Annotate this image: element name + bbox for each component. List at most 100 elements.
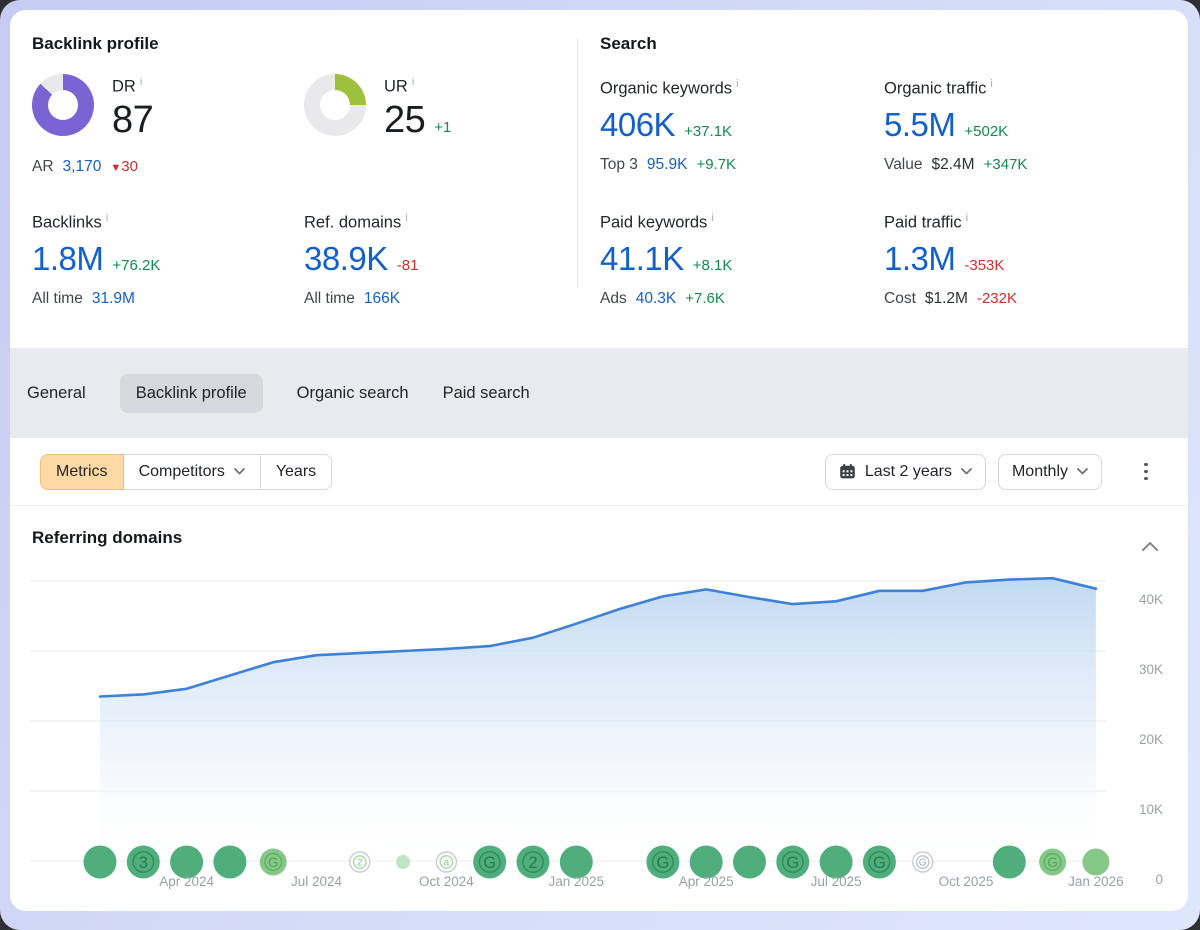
svg-text:G: G xyxy=(483,854,496,872)
date-range-button[interactable]: Last 2 years xyxy=(824,453,986,490)
svg-text:G: G xyxy=(919,858,927,869)
paid-keywords-delta: +8.1K xyxy=(692,256,733,274)
ur-label: UR xyxy=(384,77,408,96)
info-icon[interactable]: i xyxy=(965,212,969,224)
section-divider xyxy=(577,38,578,288)
paid-keywords-label: Paid keywords xyxy=(600,213,708,232)
svg-text:Jul 2024: Jul 2024 xyxy=(291,874,343,889)
ref-domains-value[interactable]: 38.9K xyxy=(304,239,388,277)
ur-delta: +1 xyxy=(434,118,452,136)
stats-section: Backlink profile Search DR i 87 AR 3,170 … xyxy=(10,10,1188,348)
svg-text:30K: 30K xyxy=(1139,662,1163,677)
value-amount: $2.4M xyxy=(931,155,975,173)
segment-years[interactable]: Years xyxy=(259,453,333,490)
backlinks-delta: +76.2K xyxy=(112,256,161,274)
domain-overview-card: Backlink profile Search DR i 87 AR 3,170 … xyxy=(10,10,1188,911)
cost-label: Cost xyxy=(884,289,916,307)
backlink-profile-title: Backlink profile xyxy=(32,34,159,53)
right-controls: Last 2 years Monthly xyxy=(824,453,1158,490)
organic-traffic-value[interactable]: 5.5M xyxy=(884,105,956,143)
info-icon[interactable]: i xyxy=(990,78,993,90)
granularity-label: Monthly xyxy=(1011,462,1068,480)
tab-backlink-profile[interactable]: Backlink profile xyxy=(119,373,263,413)
svg-text:Apr 2025: Apr 2025 xyxy=(679,874,734,889)
cost-amount: $1.2M xyxy=(924,289,968,307)
stat-paid-keywords: Paid keywords i 41.1K +8.1K Ads 40.3K +7.6K xyxy=(600,212,862,308)
referring-domains-chart[interactable]: 40K 30K 20K 10K 0 3 G 2 a G 2 G G G G G Apr 2024 Jul 2024… xyxy=(30,554,1170,894)
svg-text:0: 0 xyxy=(1155,872,1163,887)
view-segmented-control: Metrics Competitors Years xyxy=(40,453,333,490)
organic-keywords-delta: +37.1K xyxy=(684,122,733,140)
ads-label: Ads xyxy=(600,289,627,307)
svg-text:a: a xyxy=(444,858,450,869)
stat-url-rating: UR i 25 +1 xyxy=(304,74,566,142)
tab-paid-search[interactable]: Paid search xyxy=(442,383,530,402)
svg-text:G: G xyxy=(268,855,279,870)
chevron-down-icon xyxy=(233,468,245,475)
top3-label: Top 3 xyxy=(600,155,638,173)
chart-controls-row: Metrics Competitors Years Last 2 years M… xyxy=(10,438,1188,506)
stat-backlinks: Backlinks i 1.8M +76.2K All time 31.9M xyxy=(32,212,294,308)
svg-text:Jul 2025: Jul 2025 xyxy=(811,874,862,889)
info-icon[interactable]: i xyxy=(139,76,143,88)
alltime-value[interactable]: 31.9M xyxy=(91,289,135,307)
svg-text:G: G xyxy=(786,854,799,872)
paid-keywords-value[interactable]: 41.1K xyxy=(600,239,684,277)
dr-value: 87 xyxy=(112,98,154,141)
dr-donut-chart xyxy=(32,74,94,136)
report-tabbar: General Backlink profile Organic search … xyxy=(10,348,1188,438)
dr-label: DR xyxy=(112,77,136,96)
stat-organic-keywords: Organic keywords i 406K +37.1K Top 3 95.9K +… xyxy=(600,78,862,174)
info-icon[interactable]: i xyxy=(105,212,109,224)
referring-domains-heading: Referring domains xyxy=(32,528,183,547)
alltime-label: All time xyxy=(304,289,355,307)
chevron-up-icon xyxy=(1142,542,1158,551)
svg-text:Oct 2025: Oct 2025 xyxy=(939,874,994,889)
alltime-label: All time xyxy=(32,289,83,307)
ar-delta: ▼30 xyxy=(110,157,138,175)
search-title: Search xyxy=(600,34,657,53)
info-icon[interactable]: i xyxy=(711,212,714,224)
svg-text:2: 2 xyxy=(528,854,537,872)
ar-value[interactable]: 3,170 xyxy=(62,157,102,175)
more-options-button[interactable] xyxy=(1134,457,1158,487)
organic-traffic-delta: +502K xyxy=(964,122,1009,140)
info-icon[interactable]: i xyxy=(411,76,415,88)
paid-traffic-label: Paid traffic xyxy=(884,213,962,232)
triangle-down-icon: ▼ xyxy=(110,161,122,174)
ads-value[interactable]: 40.3K xyxy=(635,289,677,307)
value-label: Value xyxy=(884,155,923,173)
top3-value[interactable]: 95.9K xyxy=(646,155,688,173)
tab-organic-search[interactable]: Organic search xyxy=(296,383,409,402)
organic-keywords-value[interactable]: 406K xyxy=(600,105,676,143)
tab-general[interactable]: General xyxy=(27,383,86,402)
chevron-down-icon xyxy=(961,468,972,475)
svg-text:G: G xyxy=(873,854,886,872)
svg-text:Oct 2024: Oct 2024 xyxy=(419,874,474,889)
svg-text:Apr 2024: Apr 2024 xyxy=(159,874,214,889)
value-delta: +347K xyxy=(983,155,1028,173)
svg-text:G: G xyxy=(1047,855,1058,870)
ar-label: AR xyxy=(32,157,54,175)
date-range-label: Last 2 years xyxy=(864,462,952,480)
organic-traffic-label: Organic traffic xyxy=(884,79,987,98)
backlinks-value[interactable]: 1.8M xyxy=(32,239,104,277)
svg-text:G: G xyxy=(656,854,669,872)
stat-organic-traffic: Organic traffic i 5.5M +502K Value $2.4M +34… xyxy=(884,78,1146,174)
alltime-value[interactable]: 166K xyxy=(363,289,401,307)
segment-competitors[interactable]: Competitors xyxy=(122,453,261,490)
ads-delta: +7.6K xyxy=(685,289,725,307)
svg-text:2: 2 xyxy=(357,858,363,869)
paid-traffic-value[interactable]: 1.3M xyxy=(884,239,956,277)
paid-traffic-delta: -353K xyxy=(964,256,1005,274)
info-icon[interactable]: i xyxy=(405,212,408,224)
collapse-chart-button[interactable] xyxy=(1138,534,1162,560)
segment-metrics[interactable]: Metrics xyxy=(40,453,124,490)
chevron-down-icon xyxy=(1077,468,1088,475)
info-icon[interactable]: i xyxy=(736,78,739,90)
svg-text:Jan 2026: Jan 2026 xyxy=(1068,874,1124,889)
svg-text:40K: 40K xyxy=(1139,592,1163,607)
granularity-button[interactable]: Monthly xyxy=(997,453,1102,490)
svg-text:3: 3 xyxy=(139,854,148,872)
stat-domain-rating: DR i 87 AR 3,170 ▼30 xyxy=(32,74,294,176)
